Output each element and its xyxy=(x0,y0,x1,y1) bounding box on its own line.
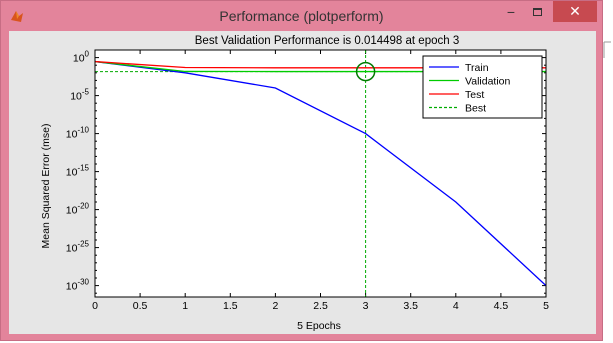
y-tick-label: 10-5 xyxy=(70,88,89,103)
legend-box xyxy=(422,55,543,119)
y-tick-label: 10-20 xyxy=(66,202,90,217)
x-tick-label: 5 xyxy=(543,300,549,312)
performance-chart: Best Validation Performance is 0.014498 … xyxy=(40,35,549,332)
x-tick-label: 2.5 xyxy=(313,300,328,312)
minimize-button[interactable]: − xyxy=(506,4,516,20)
legend-label-test: Test xyxy=(465,89,484,101)
x-tick-label: 4 xyxy=(453,300,459,312)
y-tick-label: 10-10 xyxy=(66,126,90,141)
maximize-icon xyxy=(533,8,542,16)
x-tick-label: 0 xyxy=(92,300,98,312)
y-tick-label: 10-15 xyxy=(66,164,90,179)
close-button[interactable]: ✕ xyxy=(553,1,597,22)
x-tick-label: 4.5 xyxy=(494,300,509,312)
series-line-train xyxy=(94,60,547,287)
legend-label-validation: Validation xyxy=(465,76,510,88)
axes-box xyxy=(94,49,547,298)
matlab-icon xyxy=(11,11,23,22)
x-tick-label: 3 xyxy=(363,300,369,312)
title-bar[interactable]: Performance (plotperform) − ✕ xyxy=(1,1,602,31)
window-title: Performance (plotperform) xyxy=(219,8,384,24)
background-window-fragment xyxy=(603,41,611,58)
x-tick-label: 0.5 xyxy=(133,300,148,312)
y-tick-label: 10-30 xyxy=(66,278,90,293)
y-tick-label: 100 xyxy=(73,50,90,65)
y-tick-label: 10-25 xyxy=(66,240,90,255)
x-tick-label: 1 xyxy=(182,300,188,312)
legend-label-best: Best xyxy=(465,103,486,115)
x-tick-label: 1.5 xyxy=(223,300,238,312)
performance-window: Performance (plotperform) − ✕ Best Valid… xyxy=(0,0,603,341)
chart-title: Best Validation Performance is 0.014498 … xyxy=(195,35,459,47)
x-tick-label: 3.5 xyxy=(403,300,418,312)
best-circle xyxy=(355,61,376,82)
legend-label-train: Train xyxy=(465,62,489,74)
y-axis-label: Mean Squared Error (mse) xyxy=(40,124,52,249)
x-axis-label: 5 Epochs xyxy=(297,320,341,332)
x-tick-label: 2 xyxy=(272,300,278,312)
maximize-button[interactable] xyxy=(525,3,551,23)
figure-area: Best Validation Performance is 0.014498 … xyxy=(9,31,596,334)
